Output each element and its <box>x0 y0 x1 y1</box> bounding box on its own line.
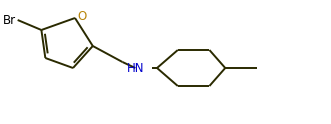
Text: HN: HN <box>126 62 144 76</box>
Text: Br: Br <box>3 14 16 27</box>
Text: O: O <box>77 11 86 24</box>
